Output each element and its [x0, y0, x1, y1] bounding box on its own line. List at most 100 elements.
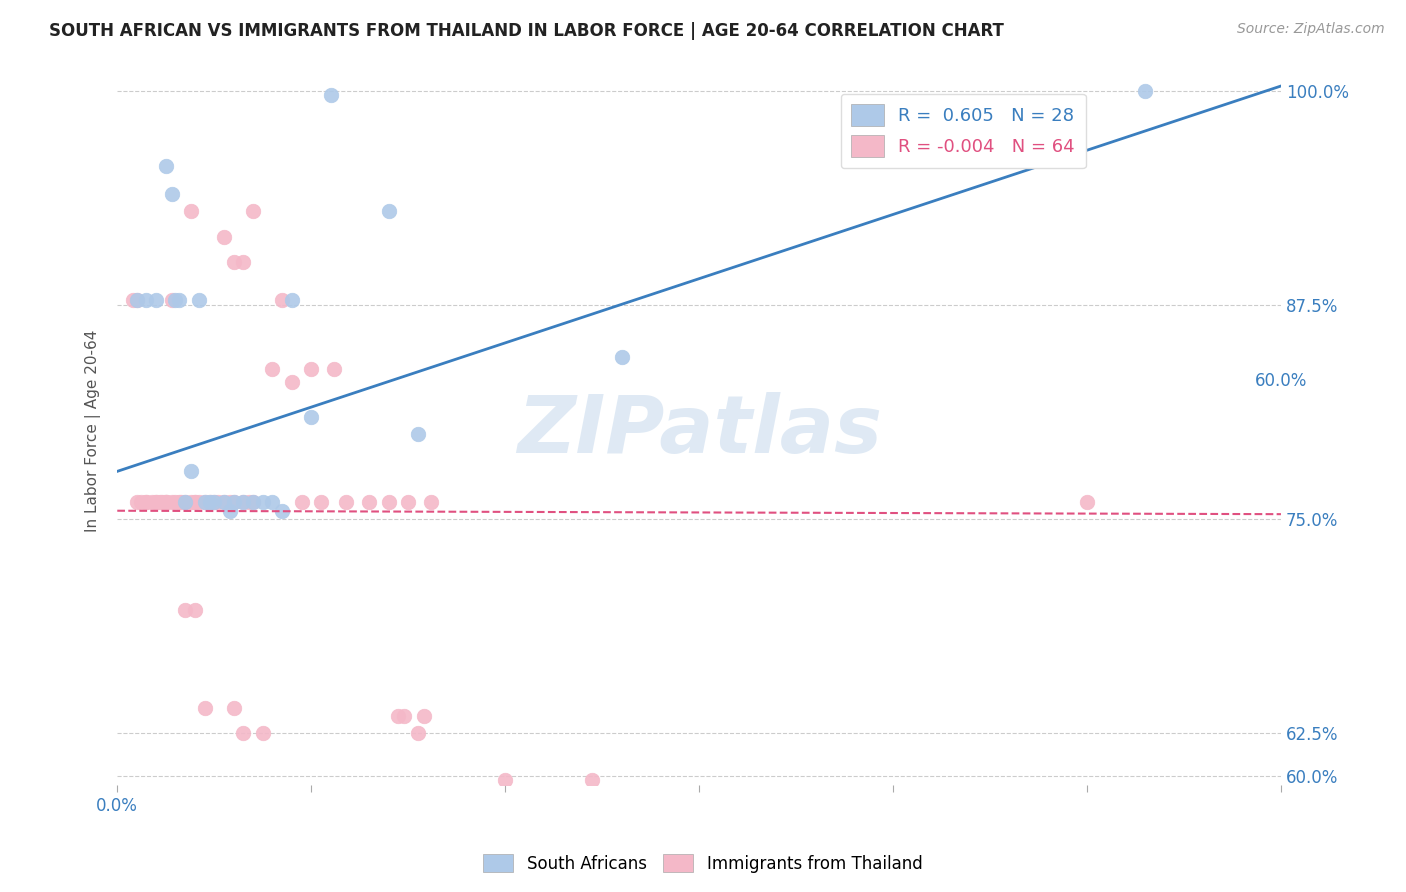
Point [309, 495, 332, 509]
Legend: South Africans, Immigrants from Thailand: South Africans, Immigrants from Thailand [477, 847, 929, 880]
Text: SOUTH AFRICAN VS IMMIGRANTS FROM THAILAND IN LABOR FORCE | AGE 20-64 CORRELATION: SOUTH AFRICAN VS IMMIGRANTS FROM THAILAN… [49, 22, 1004, 40]
Point [1076, 495, 1098, 509]
Point [262, 495, 284, 509]
Point [290, 495, 312, 509]
Point [323, 361, 346, 376]
Point [271, 293, 294, 307]
Point [412, 709, 434, 723]
Point [242, 495, 264, 509]
Point [207, 495, 229, 509]
Point [145, 495, 167, 509]
Point [212, 495, 235, 509]
Text: 60.0%: 60.0% [1254, 372, 1308, 391]
Point [610, 350, 633, 364]
Point [174, 495, 197, 509]
Point [184, 495, 207, 509]
Point [149, 495, 172, 509]
Point [160, 495, 183, 509]
Point [180, 495, 202, 509]
Point [271, 504, 294, 518]
Point [202, 495, 225, 509]
Point [212, 229, 235, 244]
Point [165, 293, 187, 307]
Point [212, 495, 235, 509]
Point [193, 495, 215, 509]
Point [155, 495, 177, 509]
Point [238, 495, 260, 509]
Point [169, 495, 191, 509]
Point [378, 495, 401, 509]
Point [299, 361, 322, 376]
Point [180, 464, 202, 478]
Point [135, 495, 157, 509]
Point [396, 495, 419, 509]
Point [187, 495, 209, 509]
Point [170, 495, 193, 509]
Point [252, 495, 274, 509]
Point [150, 495, 173, 509]
Point [406, 726, 429, 740]
Point [319, 863, 342, 878]
Point [135, 293, 157, 307]
Point [160, 186, 183, 201]
Point [242, 495, 264, 509]
Point [222, 495, 245, 509]
Point [200, 495, 222, 509]
Point [232, 726, 254, 740]
Point [141, 495, 163, 509]
Point [187, 293, 209, 307]
Point [242, 204, 264, 219]
Point [165, 495, 187, 509]
Point [420, 495, 443, 509]
Legend: R =  0.605   N = 28, R = -0.004   N = 64: R = 0.605 N = 28, R = -0.004 N = 64 [841, 94, 1085, 169]
Point [1135, 84, 1157, 98]
Point [378, 204, 401, 219]
Point [222, 255, 245, 269]
Point [222, 495, 245, 509]
Point [184, 603, 207, 617]
Point [299, 812, 322, 826]
Point [202, 495, 225, 509]
Point [193, 495, 215, 509]
Point [155, 160, 177, 174]
Point [155, 495, 177, 509]
Point [222, 700, 245, 714]
Point [281, 376, 304, 390]
Point [155, 495, 177, 509]
Y-axis label: In Labor Force | Age 20-64: In Labor Force | Age 20-64 [86, 330, 101, 533]
Point [394, 709, 416, 723]
Point [135, 495, 157, 509]
Point [193, 700, 215, 714]
Point [125, 293, 148, 307]
Text: Source: ZipAtlas.com: Source: ZipAtlas.com [1237, 22, 1385, 37]
Point [174, 495, 197, 509]
Point [160, 293, 183, 307]
Point [335, 495, 357, 509]
Point [232, 255, 254, 269]
Point [299, 409, 322, 424]
Point [406, 426, 429, 441]
Point [121, 293, 143, 307]
Point [218, 495, 240, 509]
Point [281, 293, 304, 307]
Point [125, 293, 148, 307]
Point [387, 709, 409, 723]
Point [129, 495, 152, 509]
Point [180, 204, 202, 219]
Point [232, 495, 254, 509]
Point [581, 772, 603, 787]
Point [218, 504, 240, 518]
Point [359, 495, 381, 509]
Point [319, 87, 342, 102]
Point [232, 495, 254, 509]
Point [252, 726, 274, 740]
Point [125, 495, 148, 509]
Point [145, 293, 167, 307]
Point [494, 772, 516, 787]
Point [184, 495, 207, 509]
Point [262, 361, 284, 376]
Point [174, 603, 197, 617]
Point [200, 495, 222, 509]
Text: ZIPatlas: ZIPatlas [516, 392, 882, 470]
Point [145, 495, 167, 509]
